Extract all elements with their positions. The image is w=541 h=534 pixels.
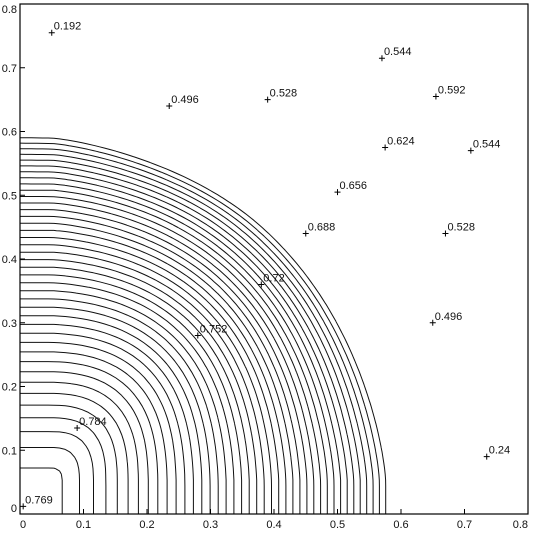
- contour-label-marker: [48, 29, 55, 36]
- y-tick-label: 0.7: [2, 63, 17, 75]
- contour-label: 0.72: [263, 273, 284, 285]
- y-tick-label: 0.4: [2, 254, 17, 266]
- contour-label-marker: [166, 103, 173, 109]
- contour-label-marker: [429, 319, 436, 326]
- y-tick-label: 0.6: [2, 127, 17, 139]
- contour-line: [20, 259, 258, 514]
- contour-label-marker: [442, 230, 449, 237]
- y-tick-label: 0.3: [2, 318, 17, 330]
- contour-label: 0.688: [308, 222, 336, 234]
- contour-label: 0.769: [25, 494, 53, 506]
- contour-line: [20, 298, 219, 514]
- contour-line: [20, 196, 322, 514]
- contour-label-marker: [432, 93, 439, 100]
- contour-label: 0.544: [384, 46, 412, 58]
- contour-label: 0.528: [270, 88, 298, 100]
- x-tick-label: 0.5: [330, 519, 345, 531]
- contour-line: [19, 153, 368, 514]
- contour-label-marker: [302, 230, 309, 237]
- contour-label: 0.496: [171, 94, 199, 106]
- contour-line: [20, 177, 342, 514]
- contour-line: [20, 447, 80, 514]
- contour-label-marker: [194, 332, 201, 339]
- contour-line: [20, 341, 177, 514]
- contour-label: 0.544: [473, 139, 501, 151]
- contour-line: [20, 467, 63, 514]
- x-tick-label: 0.1: [76, 519, 91, 531]
- contour-line: [20, 183, 335, 514]
- y-tick-label: 0: [11, 503, 17, 515]
- contour-line: [20, 417, 107, 514]
- contour-line: [20, 222, 294, 514]
- contour-label: 0.24: [489, 445, 510, 457]
- contour-line: [20, 165, 355, 514]
- contour-label-marker: [334, 189, 341, 196]
- contour-label-marker: [483, 453, 490, 460]
- contour-line: [20, 202, 315, 514]
- contour-line: [20, 361, 159, 514]
- contour-label-marker: [264, 96, 271, 103]
- contour-line: [20, 381, 139, 514]
- contour-lines: [19, 137, 387, 514]
- contour-labels: 0.192 0.544 0.592 0.496 0.528 0.624 0.544 0.656…: [20, 21, 510, 510]
- contour-line: [20, 215, 301, 514]
- contour-label: 0.192: [54, 21, 82, 33]
- contour-label: 0.592: [438, 84, 466, 96]
- x-tick-label: 0.3: [203, 519, 218, 531]
- contour-line: [20, 392, 129, 514]
- contour-line: [20, 274, 243, 514]
- contour-label: 0.528: [447, 222, 475, 234]
- x-tick-label: 0: [20, 519, 26, 531]
- contour-line: [20, 404, 118, 514]
- contour-line: [20, 237, 280, 514]
- contour-label-marker: [258, 281, 265, 288]
- contour-line: [20, 171, 348, 514]
- contour-line: [20, 266, 250, 514]
- contour-line: [20, 189, 328, 514]
- y-tick-label: 0.5: [2, 190, 17, 202]
- contour-line: [20, 244, 272, 514]
- contour-line: [20, 323, 194, 514]
- contour-line: [20, 351, 168, 514]
- contour-label-marker: [382, 144, 389, 151]
- contour-label: 0.784: [79, 416, 107, 428]
- contour-line: [20, 229, 287, 514]
- contour-line: [19, 142, 380, 514]
- y-tick-label: 0.1: [2, 445, 17, 457]
- contour-label: 0.624: [387, 135, 415, 147]
- contour-label: 0.656: [340, 180, 368, 192]
- x-tick-label: 0.7: [457, 519, 472, 531]
- contour-line: [20, 137, 387, 514]
- contour-line: [20, 371, 149, 514]
- contour-label: 0.752: [200, 324, 228, 336]
- x-tick-label: 0.8: [513, 519, 528, 531]
- contour-label-marker: [378, 55, 385, 62]
- contour-label-marker: [467, 147, 474, 154]
- y-tick-label: 0.2: [2, 382, 17, 394]
- contour-line: [20, 431, 94, 514]
- axis-ticks: 0 0.1 0.2 0.3 0.4 0.5 0.6 0.7 0.800.10.20.30.40.…: [2, 3, 529, 531]
- contour-line: [19, 148, 374, 514]
- y-tick-label: 0.8: [2, 4, 17, 16]
- x-tick-label: 0.4: [266, 519, 281, 531]
- x-tick-label: 0.6: [393, 519, 408, 531]
- contour-line: [20, 306, 211, 514]
- contour-line: [20, 251, 265, 514]
- contour-line: [20, 209, 308, 514]
- contour-line: [20, 315, 203, 514]
- contour-line: [20, 159, 361, 514]
- contour-line: [20, 282, 235, 514]
- contour-label-marker: [20, 503, 27, 510]
- contour-label: 0.496: [435, 311, 463, 323]
- contour-label-marker: [74, 424, 81, 431]
- contour-line: [20, 290, 227, 514]
- contour-line: [20, 332, 186, 514]
- x-tick-label: 0.2: [139, 519, 154, 531]
